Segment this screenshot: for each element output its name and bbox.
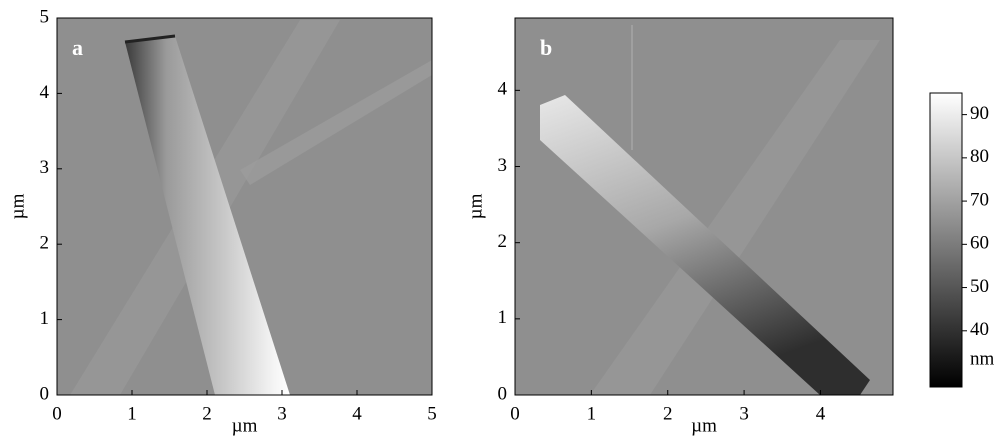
y-tick-label: 3 <box>498 155 508 176</box>
y-tick-label: 2 <box>40 233 50 254</box>
x-tick-label: 4 <box>352 403 362 424</box>
x-tick-label: 1 <box>587 403 597 424</box>
plot-frame <box>514 17 894 396</box>
colorbar-tick-label: 80 <box>970 146 989 167</box>
y-axis-label: µm <box>7 193 28 219</box>
colorbar <box>929 92 963 388</box>
y-tick-label: 4 <box>40 82 50 103</box>
panel-label: b <box>540 35 552 60</box>
colorbar-unit: nm <box>970 348 995 369</box>
colorbar-tick-label: 70 <box>970 189 989 210</box>
y-tick-label: 1 <box>40 308 50 329</box>
y-tick-label: 3 <box>40 157 50 178</box>
x-tick-label: 2 <box>202 403 212 424</box>
x-tick-label: 3 <box>277 403 287 424</box>
y-tick-label: 0 <box>498 383 508 404</box>
x-tick-label: 5 <box>427 403 437 424</box>
x-axis-label: µm <box>232 415 258 436</box>
colorbar-tick-label: 40 <box>970 319 989 340</box>
x-axis-label: µm <box>691 415 717 436</box>
x-tick-label: 2 <box>663 403 673 424</box>
y-tick-label: 5 <box>40 6 50 27</box>
y-tick-label: 1 <box>498 307 508 328</box>
colorbar-tick-label: 50 <box>970 276 989 297</box>
colorbar-tick-label: 60 <box>970 233 989 254</box>
afm-image-a <box>57 18 432 395</box>
x-tick-label: 1 <box>127 403 137 424</box>
y-tick-label: 4 <box>498 79 508 100</box>
afm-image-b <box>515 18 893 395</box>
x-tick-label: 4 <box>816 403 826 424</box>
plot-frame <box>56 17 433 396</box>
y-tick-label: 0 <box>40 383 50 404</box>
colorbar-tick-label: 90 <box>970 103 989 124</box>
x-tick-label: 0 <box>510 403 520 424</box>
x-tick-label: 3 <box>739 403 749 424</box>
y-axis-label: µm <box>465 193 486 219</box>
panel-label: a <box>72 35 83 60</box>
y-tick-label: 2 <box>498 231 508 252</box>
x-tick-label: 0 <box>52 403 62 424</box>
